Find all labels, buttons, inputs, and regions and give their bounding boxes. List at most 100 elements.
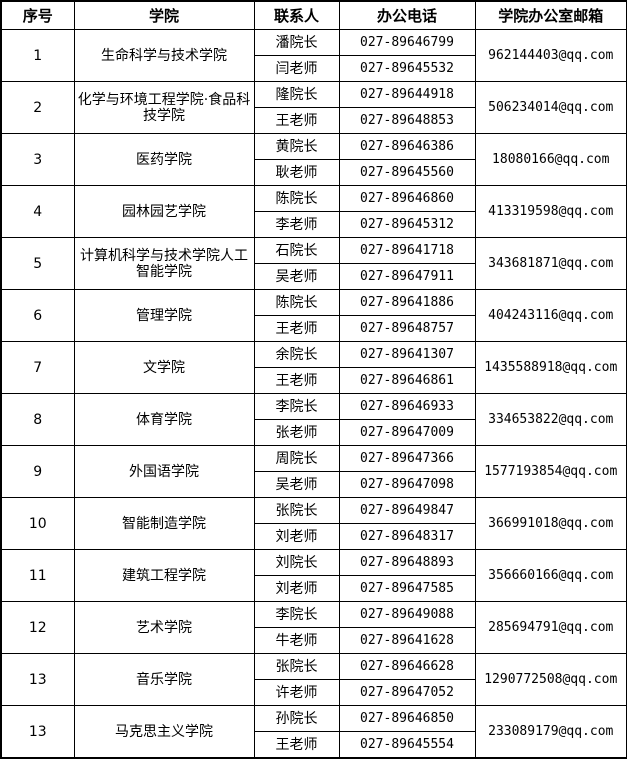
table-row: 7 文学院 余院长 027-89641307 1435588918@qq.com: [0, 341, 627, 394]
office-phone: 027-89647052: [338, 679, 476, 706]
row-number: 5: [0, 237, 75, 290]
office-phone: 027-89646861: [338, 367, 476, 394]
header-contact: 联系人: [253, 0, 340, 30]
contact-name: 刘老师: [253, 575, 340, 602]
contact-name: 王老师: [253, 107, 340, 134]
office-phone: 027-89645560: [338, 159, 476, 186]
office-phone: 027-89647098: [338, 471, 476, 498]
contact-name: 孙院长: [253, 705, 340, 732]
header-email: 学院办公室邮箱: [474, 0, 627, 30]
contact-name: 刘院长: [253, 549, 340, 576]
office-email: 1290772508@qq.com: [474, 653, 627, 706]
office-phone: 027-89641886: [338, 289, 476, 316]
college-name: 建筑工程学院: [73, 549, 255, 602]
office-phone: 027-89646933: [338, 393, 476, 420]
table-row: 13 音乐学院 张院长 027-89646628 1290772508@qq.com: [0, 653, 627, 706]
office-phone: 027-89648317: [338, 523, 476, 550]
office-phone: 027-89649847: [338, 497, 476, 524]
table-row: 3 医药学院 黄院长 027-89646386 18080166@qq.com: [0, 133, 627, 186]
table-row: 2 化学与环境工程学院·食品科技学院 隆院长 027-89644918 50623401…: [0, 81, 627, 134]
contact-name: 耿老师: [253, 159, 340, 186]
contact-name: 王老师: [253, 315, 340, 342]
office-phone: 027-89647009: [338, 419, 476, 446]
row-number: 3: [0, 133, 75, 186]
contact-name: 余院长: [253, 341, 340, 368]
office-email: 1435588918@qq.com: [474, 341, 627, 394]
table-row: 4 园林园艺学院 陈院长 027-89646860 413319598@qq.com: [0, 185, 627, 238]
office-phone: 027-89645532: [338, 55, 476, 82]
office-phone: 027-89647911: [338, 263, 476, 290]
table-row: 6 管理学院 陈院长 027-89641886 404243116@qq.com: [0, 289, 627, 342]
header-phone: 办公电话: [338, 0, 476, 30]
contact-name: 吴老师: [253, 263, 340, 290]
row-number: 13: [0, 653, 75, 706]
table-row: 8 体育学院 李院长 027-89646933 334653822@qq.com: [0, 393, 627, 446]
contact-name: 黄院长: [253, 133, 340, 160]
table-body: 1 生命科学与技术学院 潘院长 027-89646799 962144403@qq.co…: [0, 29, 627, 759]
table-row: 王老师 027-89648757: [1, 315, 627, 342]
college-name: 园林园艺学院: [73, 185, 255, 238]
office-email: 233089179@qq.com: [474, 705, 627, 759]
table-row: 9 外国语学院 周院长 027-89647366 1577193854@qq.com: [0, 445, 627, 498]
table-row: 李老师 027-89645312: [1, 211, 627, 238]
row-number: 8: [0, 393, 75, 446]
college-name: 医药学院: [73, 133, 255, 186]
header-no: 序号: [0, 0, 75, 30]
office-email: 1577193854@qq.com: [474, 445, 627, 498]
college-name: 化学与环境工程学院·食品科技学院: [73, 81, 255, 134]
contact-name: 刘老师: [253, 523, 340, 550]
college-name: 艺术学院: [73, 601, 255, 654]
contact-name: 张院长: [253, 653, 340, 680]
row-number: 11: [0, 549, 75, 602]
office-phone: 027-89646628: [338, 653, 476, 680]
office-phone: 027-89647585: [338, 575, 476, 602]
office-phone: 027-89641718: [338, 237, 476, 264]
row-number: 7: [0, 341, 75, 394]
college-name: 管理学院: [73, 289, 255, 342]
contact-name: 周院长: [253, 445, 340, 472]
office-phone: 027-89641307: [338, 341, 476, 368]
contact-name: 隆院长: [253, 81, 340, 108]
college-name: 外国语学院: [73, 445, 255, 498]
office-email: 356660166@qq.com: [474, 549, 627, 602]
contact-name: 潘院长: [253, 29, 340, 56]
table-row: 王老师 027-89645554: [1, 731, 627, 759]
college-name: 文学院: [73, 341, 255, 394]
table-row: 闫老师 027-89645532: [1, 55, 627, 82]
office-email: 334653822@qq.com: [474, 393, 627, 446]
contact-name: 吴老师: [253, 471, 340, 498]
row-number: 2: [0, 81, 75, 134]
office-phone: 027-89641628: [338, 627, 476, 654]
college-name: 马克思主义学院: [73, 705, 255, 759]
table-row: 12 艺术学院 李院长 027-89649088 285694791@qq.com: [0, 601, 627, 654]
contact-name: 李老师: [253, 211, 340, 238]
office-phone: 027-89646850: [338, 705, 476, 732]
table-row: 牛老师 027-89641628: [1, 627, 627, 654]
contact-name: 闫老师: [253, 55, 340, 82]
table-row: 刘老师 027-89648317: [1, 523, 627, 550]
contact-name: 牛老师: [253, 627, 340, 654]
table-row: 13 马克思主义学院 孙院长 027-89646850 233089179@qq.com: [0, 705, 627, 759]
contact-name: 许老师: [253, 679, 340, 706]
office-email: 366991018@qq.com: [474, 497, 627, 550]
row-number: 13: [0, 705, 75, 759]
office-phone: 027-89644918: [338, 81, 476, 108]
table-row: 11 建筑工程学院 刘院长 027-89648893 356660166@qq.com: [0, 549, 627, 602]
contact-name: 张老师: [253, 419, 340, 446]
table-row: 王老师 027-89648853: [1, 107, 627, 134]
header-row: 序号 学院 联系人 办公电话 学院办公室邮箱: [0, 0, 627, 30]
office-email: 18080166@qq.com: [474, 133, 627, 186]
office-phone: 027-89648893: [338, 549, 476, 576]
contact-name: 李院长: [253, 601, 340, 628]
college-name: 生命科学与技术学院: [73, 29, 255, 82]
office-phone: 027-89648757: [338, 315, 476, 342]
row-number: 12: [0, 601, 75, 654]
header-college: 学院: [73, 0, 255, 30]
college-name: 音乐学院: [73, 653, 255, 706]
office-email: 343681871@qq.com: [474, 237, 627, 290]
office-phone: 027-89647366: [338, 445, 476, 472]
table-row: 王老师 027-89646861: [1, 367, 627, 394]
office-phone: 027-89645312: [338, 211, 476, 238]
office-email: 404243116@qq.com: [474, 289, 627, 342]
row-number: 10: [0, 497, 75, 550]
